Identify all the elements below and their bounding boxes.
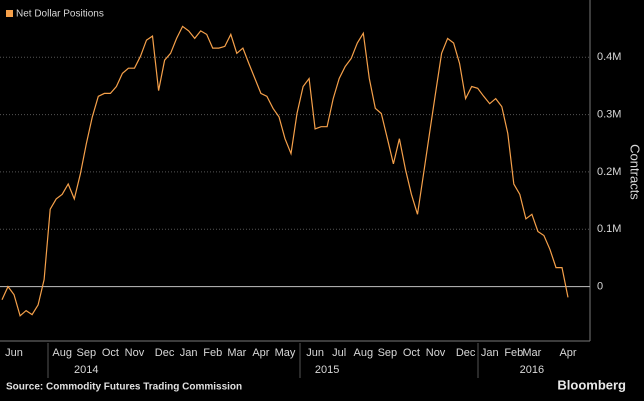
x-tick-label: Oct: [403, 347, 420, 359]
x-tick-label: Apr: [252, 347, 269, 359]
year-label: 2014: [74, 364, 98, 376]
x-tick-label: Dec: [155, 347, 175, 359]
x-tick-label: Jan: [180, 347, 198, 359]
x-tick-label: Nov: [426, 347, 446, 359]
y-axis-title: Contracts: [628, 144, 643, 200]
x-tick-label: Aug: [353, 347, 373, 359]
year-label: 2016: [520, 364, 544, 376]
x-tick-label: Oct: [102, 347, 119, 359]
x-tick-label: Aug: [52, 347, 72, 359]
y-tick-label: 0.4M: [597, 51, 621, 63]
x-tick-label: Jul: [332, 347, 346, 359]
x-tick-label: Apr: [559, 347, 576, 359]
x-tick-label: Feb: [504, 347, 523, 359]
x-tick-label: Jan: [481, 347, 499, 359]
x-tick-label: Jun: [5, 347, 23, 359]
x-tick-label: Mar: [227, 347, 246, 359]
legend-swatch: [6, 10, 13, 17]
data-line: [1, 25, 569, 317]
year-label: 2015: [315, 364, 339, 376]
x-tick-label: Sep: [77, 347, 97, 359]
x-tick-label: Feb: [203, 347, 222, 359]
y-tick-label: 0.2M: [597, 166, 621, 178]
x-tick-label: Dec: [456, 347, 476, 359]
y-tick-label: 0.1M: [597, 223, 621, 235]
y-tick-label: 0.3M: [597, 109, 621, 121]
source-note: Source: Commodity Futures Trading Commis…: [6, 382, 242, 393]
x-tick-label: Nov: [125, 347, 145, 359]
x-tick-label: Jun: [306, 347, 324, 359]
brand: Bloomberg: [557, 377, 626, 392]
y-tick-label: 0: [597, 280, 603, 292]
x-tick-label: Mar: [522, 347, 541, 359]
legend-label: Net Dollar Positions: [16, 9, 104, 20]
x-tick-label: Sep: [378, 347, 398, 359]
x-tick-label: May: [275, 347, 296, 359]
